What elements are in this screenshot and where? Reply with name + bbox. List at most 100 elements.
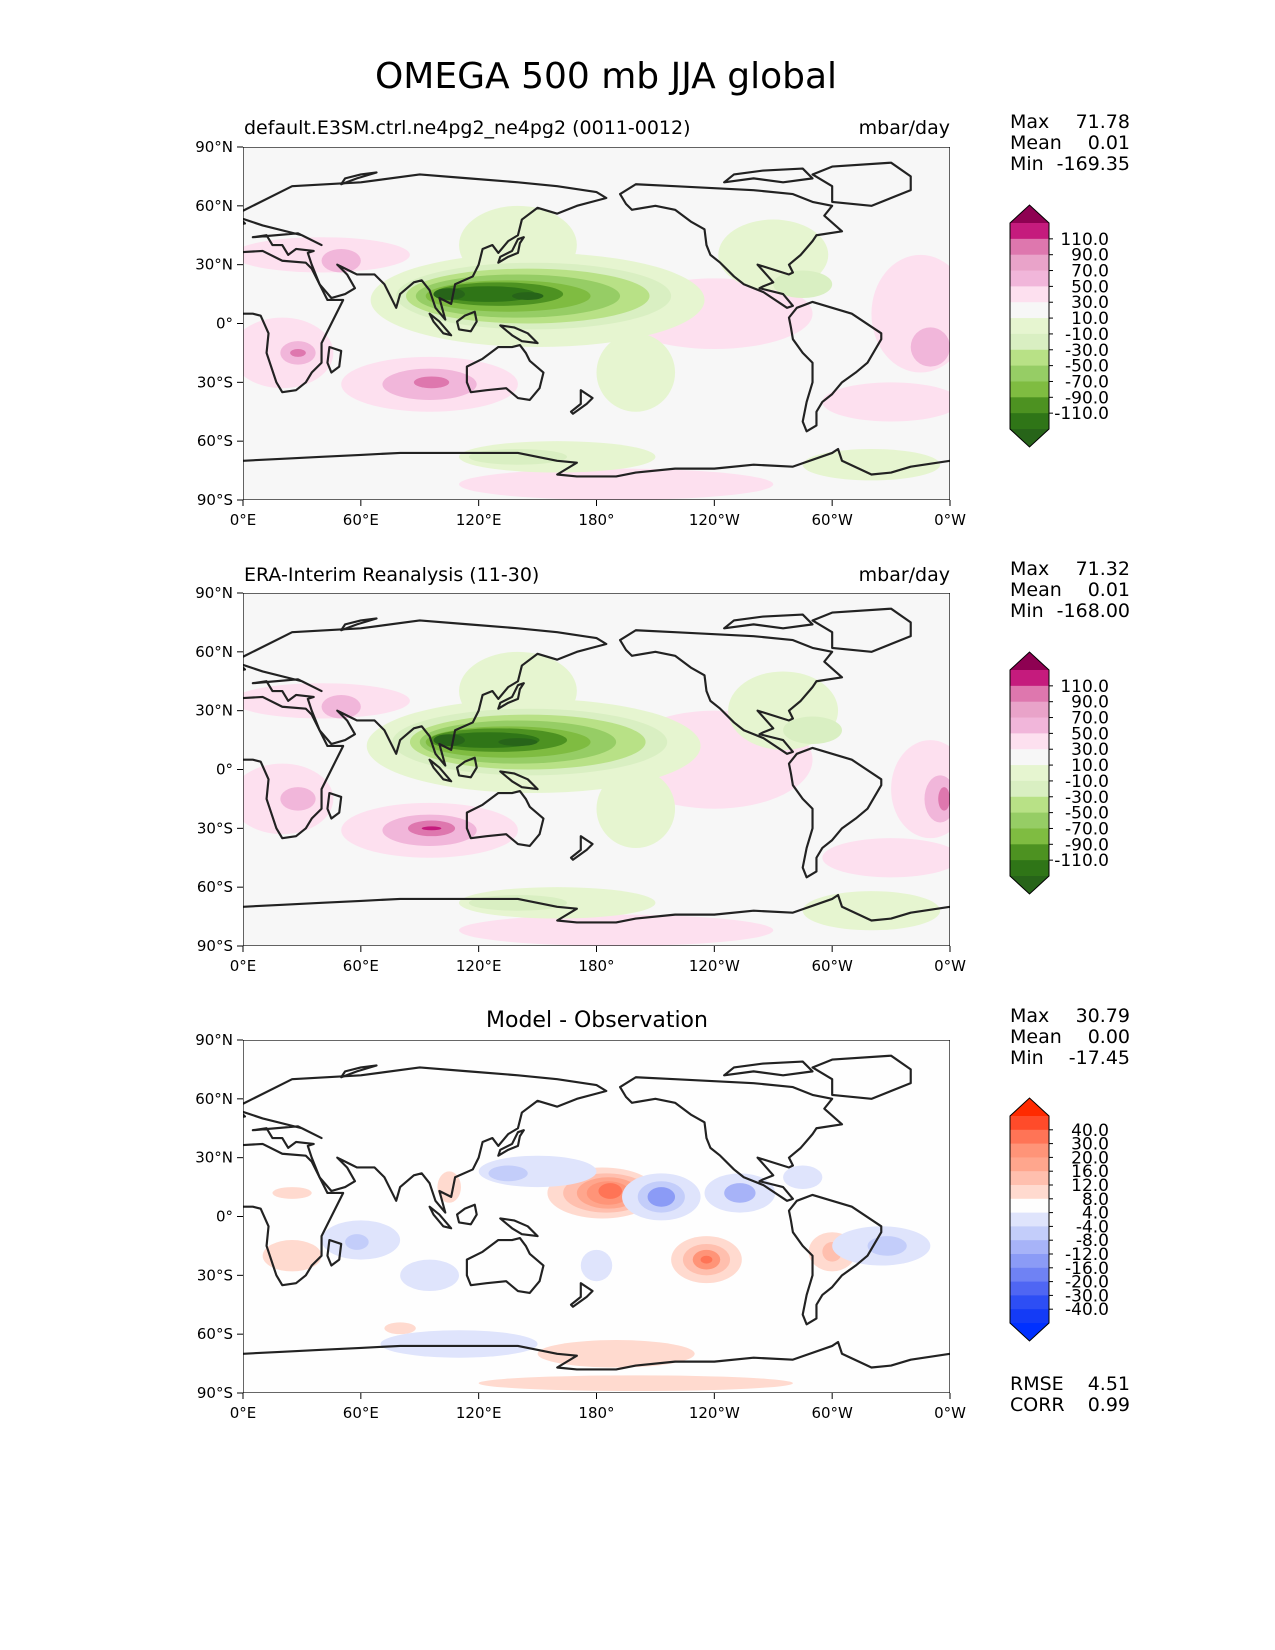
- colorbar-segment: [1010, 733, 1049, 750]
- colorbar-tick-label: -4.0: [1076, 1217, 1109, 1237]
- colorbar-tick-label: -110.0: [1054, 404, 1109, 424]
- x-tick-label: 120°E: [456, 511, 502, 529]
- x-tick-label: 0°W: [934, 511, 966, 529]
- y-tick-label: 0°: [216, 1208, 233, 1226]
- colorbar-tick-label: 16.0: [1071, 1162, 1109, 1182]
- stat-value: 30.79: [1076, 1005, 1130, 1027]
- colorbar-segment: [1010, 844, 1049, 861]
- colorbar-tick-label: 50.0: [1071, 277, 1109, 297]
- colorbar-tick-label: -50.0: [1065, 804, 1109, 824]
- colorbar-extend-max: [1010, 205, 1049, 223]
- colorbar-tick-label: -110.0: [1054, 851, 1109, 871]
- x-tick-label: 180°: [578, 1404, 614, 1422]
- colorbar-segment: [1010, 670, 1049, 687]
- colorbar-segment: [1010, 365, 1049, 382]
- stat-value: 71.78: [1076, 111, 1130, 133]
- colorbar-segment: [1010, 685, 1049, 703]
- panel-title: default.E3SM.ctrl.ne4pg2_ne4pg2 (0011-00…: [244, 117, 691, 139]
- stat-value: -169.35: [1057, 153, 1130, 175]
- colorbar-tick-label: -10.0: [1065, 325, 1109, 345]
- colorbar-segment: [1010, 1129, 1049, 1145]
- colorbar-tick-label: 50.0: [1071, 724, 1109, 744]
- y-tick-label: 90°N: [195, 584, 233, 602]
- x-tick-label: 180°: [578, 957, 614, 975]
- colorbar-extend-max: [1010, 1098, 1049, 1116]
- contour-fill: [262, 1155, 931, 1392]
- stat-label: Mean: [1010, 1026, 1062, 1048]
- y-tick-label: 30°S: [197, 819, 233, 837]
- y-tick-label: 90°S: [197, 1384, 233, 1402]
- colorbar-extend-min: [1010, 429, 1049, 447]
- colorbar-segment: [1010, 1281, 1049, 1296]
- colorbar-segment: [1010, 1212, 1049, 1227]
- map-plot: [243, 1040, 950, 1393]
- stat-label: Mean: [1010, 132, 1062, 154]
- stat-label: Min: [1010, 1047, 1044, 1069]
- colorbar-segment: [1010, 1309, 1049, 1324]
- colorbar-tick-label: 20.0: [1071, 1148, 1109, 1168]
- stat-label: Max: [1010, 111, 1049, 133]
- colorbar-segment: [1010, 1185, 1049, 1200]
- x-tick-label: 120°E: [456, 1404, 502, 1422]
- colorbar-segment: [1010, 349, 1049, 367]
- colorbar-tick-label: -90.0: [1065, 388, 1109, 408]
- contour-fill: [243, 651, 950, 946]
- metric-label: CORR: [1010, 1394, 1065, 1416]
- colorbar-segment: [1010, 381, 1049, 398]
- x-tick-label: 0°W: [934, 1404, 966, 1422]
- stat-label: Max: [1010, 1005, 1049, 1027]
- colorbar-segment: [1010, 333, 1049, 351]
- y-tick-label: 30°N: [195, 1149, 233, 1167]
- colorbar-tick-label: 12.0: [1071, 1176, 1109, 1196]
- colorbar-segment: [1010, 1267, 1049, 1283]
- colorbar-tick-label: 10.0: [1071, 756, 1109, 776]
- colorbar-segment: [1010, 1254, 1049, 1269]
- y-tick-label: 60°S: [197, 432, 233, 450]
- colorbar-segment: [1010, 780, 1049, 798]
- colorbar-segment: [1010, 812, 1049, 829]
- colorbar-segment: [1010, 1157, 1049, 1172]
- colorbar-tick-label: 110.0: [1060, 677, 1109, 697]
- colorbar-outline: [1009, 204, 1050, 448]
- contour-fill: [243, 205, 950, 500]
- colorbar-segment: [1010, 701, 1049, 719]
- y-tick-label: 30°N: [195, 256, 233, 274]
- colorbar-segment: [1010, 717, 1049, 734]
- colorbar-tick-label: 90.0: [1071, 693, 1109, 713]
- colorbar-segment: [1010, 1143, 1049, 1158]
- colorbar-tick-label: 70.0: [1071, 709, 1109, 729]
- colorbar-segment: [1010, 1116, 1049, 1131]
- stat-value: 0.00: [1088, 1026, 1130, 1048]
- y-tick-label: 0°: [216, 315, 233, 333]
- colorbar-segment: [1010, 1198, 1049, 1214]
- colorbar-tick-label: -16.0: [1065, 1259, 1109, 1279]
- metric-label: RMSE: [1010, 1373, 1064, 1395]
- colorbar-segment: [1010, 302, 1049, 319]
- colorbar-tick-label: -8.0: [1076, 1231, 1109, 1251]
- colorbar-tick-label: -30.0: [1065, 341, 1109, 361]
- colorbar-segment: [1010, 286, 1049, 303]
- panel-units: mbar/day: [859, 564, 950, 586]
- colorbar-extend-min: [1010, 876, 1049, 894]
- stat-label: Min: [1010, 153, 1044, 175]
- stat-value: 0.01: [1088, 579, 1130, 601]
- colorbar-tick-label: 30.0: [1071, 293, 1109, 313]
- x-tick-label: 120°W: [689, 1404, 740, 1422]
- x-tick-label: 60°E: [343, 511, 379, 529]
- colorbar-segment: [1010, 765, 1049, 782]
- colorbar-tick-label: -50.0: [1065, 357, 1109, 377]
- colorbar-segment: [1010, 413, 1049, 430]
- colorbar-tick-label: -20.0: [1065, 1273, 1109, 1293]
- y-tick-label: 60°N: [195, 643, 233, 661]
- colorbar-segment: [1010, 318, 1049, 335]
- colorbar-tick-label: -70.0: [1065, 819, 1109, 839]
- y-tick-label: 90°S: [197, 491, 233, 509]
- stat-value: 71.32: [1076, 558, 1130, 580]
- x-tick-label: 0°W: [934, 957, 966, 975]
- stat-value: 0.01: [1088, 132, 1130, 154]
- stat-label: Max: [1010, 558, 1049, 580]
- panel-title: ERA-Interim Reanalysis (11-30): [244, 564, 539, 586]
- colorbar-segment: [1010, 1240, 1049, 1255]
- y-tick-label: 90°S: [197, 937, 233, 955]
